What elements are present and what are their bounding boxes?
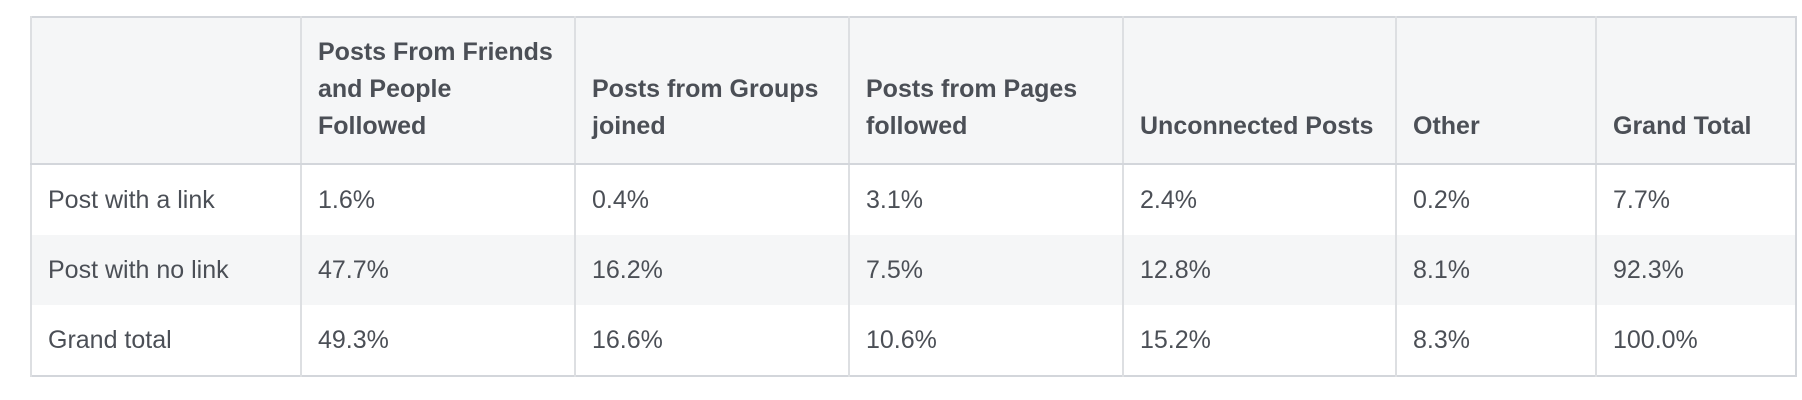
table-cell: 49.3%: [300, 305, 575, 376]
table-cell: 1.6%: [300, 164, 575, 235]
column-header: Posts from Groups joined: [574, 17, 849, 165]
column-header: Grand Total: [1595, 17, 1796, 165]
table-cell: 8.1%: [1395, 235, 1596, 305]
data-table: Posts From Friends and People Followed Po…: [30, 16, 1797, 377]
table-row: Grand total 49.3% 16.6% 10.6% 15.2% 8.3% 100.0…: [30, 305, 1796, 376]
table-cell: 10.6%: [848, 305, 1123, 376]
table-row: Post with a link 1.6% 0.4% 3.1% 2.4% 0.2% 7.7%: [30, 164, 1796, 235]
table-cell: 0.2%: [1395, 164, 1596, 235]
table-cell: 47.7%: [300, 235, 575, 305]
table-cell: 0.4%: [574, 164, 849, 235]
table-cell: 16.2%: [574, 235, 849, 305]
column-header: Unconnected Posts: [1122, 17, 1396, 165]
table-cell: 7.7%: [1595, 164, 1796, 235]
table-cell: 12.8%: [1122, 235, 1396, 305]
table-cell: 3.1%: [848, 164, 1123, 235]
table-cell: 92.3%: [1595, 235, 1796, 305]
column-header: Posts From Friends and People Followed: [300, 17, 575, 165]
table-cell: 7.5%: [848, 235, 1123, 305]
table-cell: 8.3%: [1395, 305, 1596, 376]
column-header: Posts from Pages followed: [848, 17, 1123, 165]
header-row: Posts From Friends and People Followed Po…: [30, 17, 1796, 165]
row-label: Grand total: [30, 305, 301, 376]
corner-cell: [30, 17, 301, 165]
row-label: Post with no link: [30, 235, 301, 305]
table-cell: 16.6%: [574, 305, 849, 376]
column-header: Other: [1395, 17, 1596, 165]
row-label: Post with a link: [30, 164, 301, 235]
table-cell: 100.0%: [1595, 305, 1796, 376]
table-cell: 2.4%: [1122, 164, 1396, 235]
table-row: Post with no link 47.7% 16.2% 7.5% 12.8% 8.1%…: [30, 235, 1796, 305]
table-cell: 15.2%: [1122, 305, 1396, 376]
